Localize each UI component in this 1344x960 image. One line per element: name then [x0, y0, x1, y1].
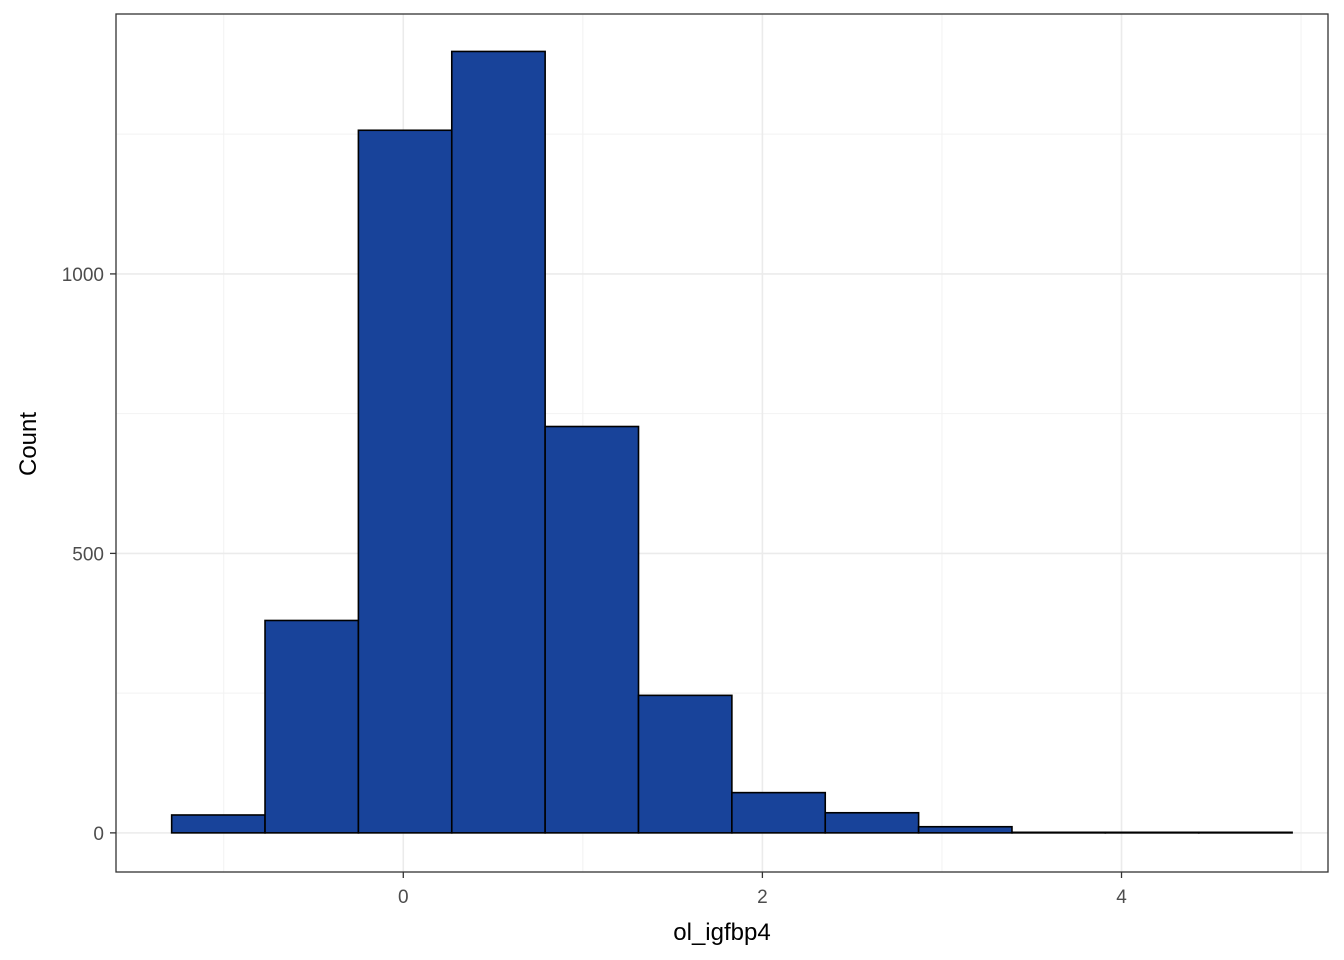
y-tick-label: 500 [72, 544, 104, 565]
histogram-bar-11 [1104, 831, 1200, 834]
histogram-bar-3 [357, 129, 453, 834]
histogram-bar-6 [637, 694, 733, 834]
x-axis: 0 2 4 [398, 872, 1127, 908]
histogram-bar-12 [1197, 831, 1293, 834]
x-axis-title: ol_igfbp4 [673, 919, 770, 946]
histogram-bar-10 [1011, 831, 1107, 834]
x-tick-label: 0 [398, 887, 409, 908]
y-axis-title: Count [15, 412, 42, 476]
histogram-bars [170, 50, 1293, 834]
histogram-bar-4 [450, 50, 546, 834]
histogram-bar-2 [264, 619, 360, 834]
plot-border [115, 13, 1329, 873]
y-tick-label: 1000 [62, 265, 104, 286]
histogram-bar-8 [824, 811, 920, 834]
histogram-bar-1 [170, 814, 266, 834]
y-tick-label: 0 [93, 824, 104, 845]
x-tick-label: 2 [757, 887, 768, 908]
x-tick-label: 4 [1116, 887, 1127, 908]
histogram-bar-9 [917, 825, 1013, 834]
histogram-bar-7 [731, 791, 827, 834]
y-axis: 0 500 1000 [62, 265, 116, 845]
histogram-bar-5 [544, 425, 640, 834]
